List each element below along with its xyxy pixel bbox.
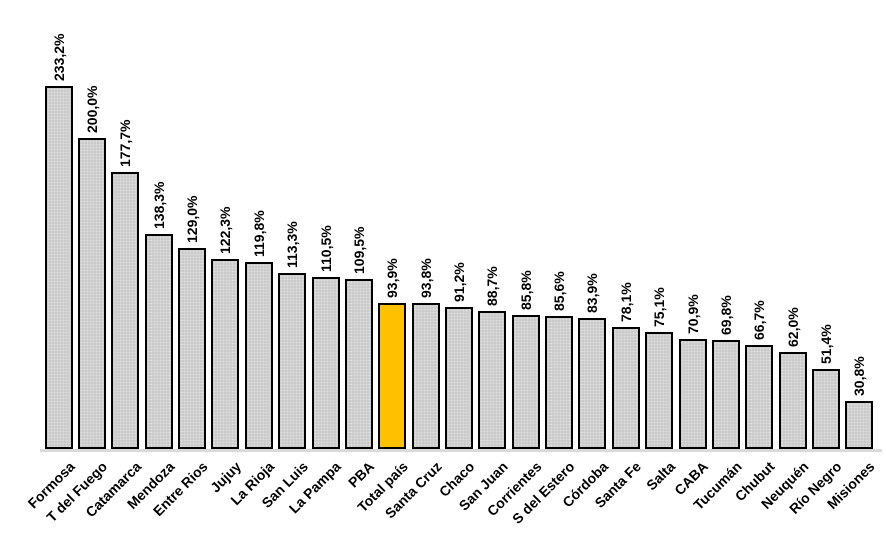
bar: [711, 340, 740, 449]
bar-value-label: 177,7%: [117, 119, 134, 167]
bar-value-label: 75,1%: [651, 287, 668, 327]
bar-value-label: 88,7%: [484, 266, 501, 306]
bar: [111, 172, 140, 449]
bar: [778, 352, 807, 449]
bar: [811, 369, 840, 449]
bar: [845, 401, 874, 449]
bar: [745, 345, 774, 449]
bar-value-label: 85,8%: [517, 270, 534, 310]
bar-value-label: 119,8%: [250, 210, 267, 257]
bar: [344, 279, 373, 449]
bar-value-label: 110,5%: [317, 225, 334, 272]
bar-value-label: 85,6%: [551, 271, 568, 311]
bar-value-label: 138,3%: [150, 181, 167, 229]
bar: [44, 86, 73, 449]
bar-highlight-total-pais: [378, 303, 407, 449]
bar-value-label: 62,0%: [784, 307, 801, 347]
bar: [578, 318, 607, 449]
bar: [511, 315, 540, 449]
bar-value-label: 69,8%: [717, 295, 734, 335]
bar: [178, 248, 207, 449]
bar: [144, 234, 173, 449]
bar: [211, 259, 240, 449]
bar-value-label: 113,3%: [284, 221, 301, 268]
bar: [611, 327, 640, 449]
bar-value-label: 70,9%: [684, 294, 701, 334]
x-axis-baseline: [40, 449, 882, 452]
bar-value-label: 129,0%: [184, 195, 201, 243]
bar-value-label: 109,5%: [350, 226, 367, 274]
bar: [645, 332, 674, 449]
bar: [244, 262, 273, 449]
bar: [545, 316, 574, 449]
bar-value-label: 233,2%: [50, 33, 67, 81]
bar: [311, 277, 340, 449]
bar-value-label: 51,4%: [817, 324, 834, 364]
bar: [78, 138, 107, 449]
bar-value-label: 30,8%: [851, 356, 868, 396]
bar-value-label: 66,7%: [751, 300, 768, 340]
bar: [278, 273, 307, 449]
bar-value-label: 83,9%: [584, 273, 601, 313]
bar: [478, 311, 507, 449]
bar-value-label: 78,1%: [617, 282, 634, 322]
bar-value-label: 200,0%: [84, 85, 101, 133]
bar-value-label: 93,9%: [384, 258, 401, 298]
bar-value-label: 122,3%: [217, 206, 234, 254]
bar: [445, 307, 473, 449]
bar: [411, 303, 440, 449]
bar: [678, 339, 707, 449]
bar-value-label: 93,8%: [417, 258, 434, 298]
bar-value-label: 91,2%: [451, 262, 467, 302]
